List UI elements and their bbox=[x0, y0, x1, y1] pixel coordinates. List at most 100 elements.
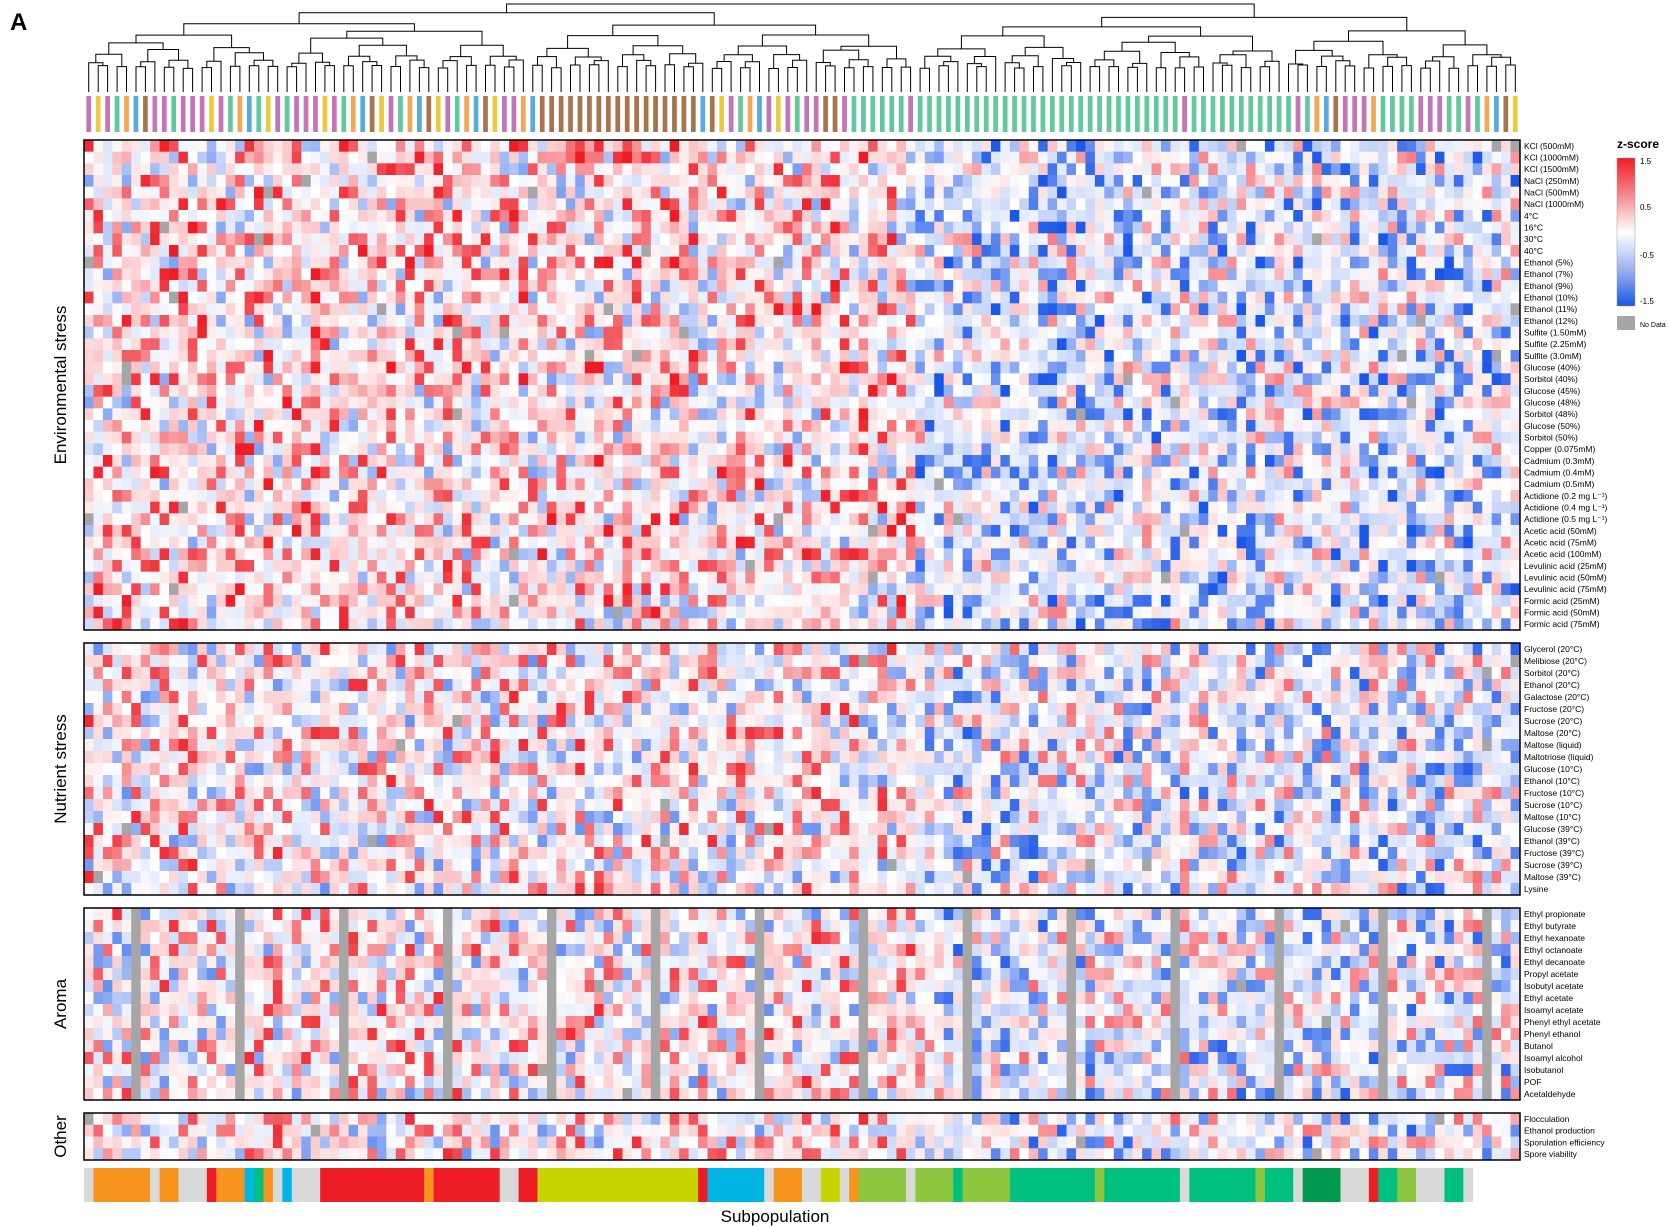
heatmap-cell bbox=[585, 327, 595, 339]
heatmap-cell bbox=[604, 175, 614, 187]
heatmap-cell bbox=[896, 268, 906, 280]
heatmap-cell bbox=[1303, 280, 1313, 292]
heatmap-cell bbox=[651, 408, 661, 420]
heatmap-cell bbox=[660, 315, 670, 327]
heatmap-cell bbox=[1104, 315, 1114, 327]
heatmap-cell bbox=[122, 408, 132, 420]
heatmap-cell bbox=[254, 467, 264, 479]
strain-label-stub bbox=[984, 96, 989, 132]
strain-label-stub bbox=[1248, 96, 1253, 132]
heatmap-cell bbox=[434, 373, 444, 385]
heatmap-cell bbox=[1501, 222, 1511, 234]
heatmap-cell bbox=[84, 443, 94, 455]
heatmap-cell bbox=[1019, 233, 1029, 245]
heatmap-cell bbox=[1170, 245, 1180, 257]
heatmap-cell bbox=[972, 350, 982, 362]
heatmap-cell bbox=[566, 350, 576, 362]
heatmap-cell bbox=[793, 198, 803, 210]
heatmap-cell bbox=[1407, 140, 1417, 152]
heatmap-cell bbox=[575, 210, 585, 222]
heatmap-cell bbox=[623, 292, 633, 304]
heatmap-cell bbox=[1426, 198, 1436, 210]
strain-label-stub bbox=[304, 96, 309, 132]
heatmap-cell bbox=[490, 257, 500, 269]
heatmap-cell bbox=[1341, 478, 1351, 490]
heatmap-cell bbox=[906, 268, 916, 280]
heatmap-cell bbox=[1095, 140, 1105, 152]
heatmap-cell bbox=[972, 152, 982, 164]
heatmap-cell bbox=[178, 245, 188, 257]
strain-label-stub bbox=[1126, 96, 1131, 132]
heatmap-cell bbox=[783, 478, 793, 490]
heatmap-cell bbox=[1293, 397, 1303, 409]
heatmap-cell bbox=[1076, 210, 1086, 222]
heatmap-cell bbox=[1388, 292, 1398, 304]
heatmap-cell bbox=[1265, 198, 1275, 210]
heatmap-cell bbox=[944, 292, 954, 304]
heatmap-cell bbox=[906, 175, 916, 187]
heatmap-cell bbox=[150, 432, 160, 444]
heatmap-cell bbox=[150, 420, 160, 432]
heatmap-cell bbox=[1369, 443, 1379, 455]
heatmap-cell bbox=[188, 350, 198, 362]
heatmap-cell bbox=[509, 280, 519, 292]
heatmap-cell bbox=[859, 187, 869, 199]
heatmap-cell bbox=[755, 245, 765, 257]
heatmap-cell bbox=[1085, 467, 1095, 479]
heatmap-cell bbox=[396, 222, 406, 234]
heatmap-cell bbox=[103, 373, 113, 385]
heatmap-cell bbox=[1161, 268, 1171, 280]
heatmap-cell bbox=[1010, 175, 1020, 187]
heatmap-cell bbox=[1511, 373, 1521, 385]
heatmap-cell bbox=[150, 152, 160, 164]
heatmap-cell bbox=[689, 455, 699, 467]
heatmap-cell bbox=[320, 362, 330, 374]
dendrogram-branch bbox=[1102, 17, 1407, 31]
heatmap-cell bbox=[698, 292, 708, 304]
heatmap-cell bbox=[1482, 163, 1492, 175]
heatmap-cell bbox=[811, 233, 821, 245]
heatmap-cell bbox=[1350, 467, 1360, 479]
heatmap-cell bbox=[367, 315, 377, 327]
heatmap-cell bbox=[953, 490, 963, 502]
heatmap-cell bbox=[377, 303, 387, 315]
heatmap-cell bbox=[1274, 327, 1284, 339]
heatmap-cell bbox=[1416, 257, 1426, 269]
heatmap-cell bbox=[282, 455, 292, 467]
heatmap-cell bbox=[1265, 268, 1275, 280]
heatmap-cell bbox=[613, 408, 623, 420]
heatmap-cell bbox=[1322, 198, 1332, 210]
heatmap-cell bbox=[1435, 327, 1445, 339]
heatmap-cell bbox=[1444, 268, 1454, 280]
heatmap-cell bbox=[547, 198, 557, 210]
heatmap-cell bbox=[207, 233, 217, 245]
heatmap-cell bbox=[991, 163, 1001, 175]
heatmap-cell bbox=[1501, 397, 1511, 409]
heatmap-cell bbox=[160, 292, 170, 304]
heatmap-cell bbox=[859, 420, 869, 432]
heatmap-cell bbox=[1199, 140, 1209, 152]
heatmap-cell bbox=[1076, 303, 1086, 315]
heatmap-cell bbox=[1161, 455, 1171, 467]
heatmap-cell bbox=[131, 198, 141, 210]
heatmap-cell bbox=[1095, 420, 1105, 432]
heatmap-cell bbox=[1010, 385, 1020, 397]
heatmap-cell bbox=[377, 222, 387, 234]
heatmap-cell bbox=[736, 245, 746, 257]
heatmap-cell bbox=[226, 245, 236, 257]
heatmap-cell bbox=[708, 490, 718, 502]
dendrogram-branch bbox=[1104, 51, 1139, 63]
heatmap-cell bbox=[1501, 198, 1511, 210]
dendrogram-branch bbox=[774, 55, 800, 69]
heatmap-cell bbox=[698, 268, 708, 280]
heatmap-cell bbox=[1312, 350, 1322, 362]
heatmap-cell bbox=[93, 175, 103, 187]
heatmap-cell bbox=[1000, 233, 1010, 245]
heatmap-cell bbox=[141, 420, 151, 432]
heatmap-cell bbox=[93, 303, 103, 315]
heatmap-cell bbox=[443, 198, 453, 210]
heatmap-cell bbox=[197, 397, 207, 409]
heatmap-cell bbox=[566, 373, 576, 385]
heatmap-cell bbox=[840, 233, 850, 245]
heatmap-cell bbox=[1435, 210, 1445, 222]
